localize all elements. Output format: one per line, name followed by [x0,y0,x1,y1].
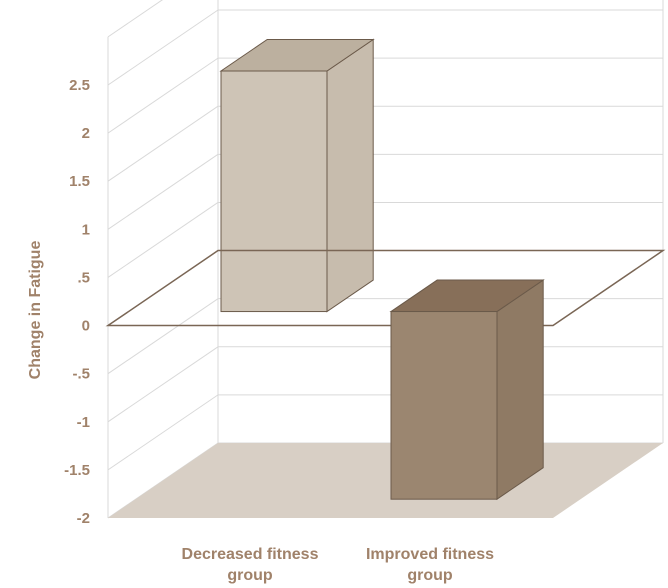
side-gridline [107,105,219,182]
category-label-line: group [407,567,453,584]
category-label-line: group [227,567,273,584]
y-tick-labels: 2.521.51.50-.5-1-1.5-2 [64,77,90,527]
bars-behind-plane [219,38,375,313]
y-tick-label: 2.5 [69,77,90,94]
zero-plane [105,249,666,327]
bar-front-face [220,70,328,313]
bar [219,38,375,313]
y-tick-label: -1 [77,414,90,431]
y-tick-label: 2 [82,125,90,142]
category-label-line: Improved fitness [366,546,494,563]
bar-side-face [496,279,544,501]
zero-plane-layer [105,249,666,327]
category-label: Improved fitness group [366,546,494,584]
side-gridline [107,202,219,278]
side-gridline [107,57,219,134]
y-tick-label: -2 [77,510,90,527]
side-gridline [107,394,219,471]
category-label: Decreased fitness group [182,546,319,584]
floor-layer [108,443,663,518]
side-gridline [107,153,219,230]
y-tick-label: 1 [82,221,90,238]
bars-in-front-of-plane [389,279,545,501]
y-axis-title: Change in Fatigue [27,241,44,380]
bar-side-face [326,38,374,313]
chart-floor [108,443,663,518]
y-tick-label: 0 [82,318,90,335]
y-tick-label: -1.5 [64,462,90,479]
side-gridline [107,298,219,375]
y-tick-label: -.5 [72,366,90,383]
y-tick-label: 1.5 [69,173,90,190]
side-gridline [107,9,219,86]
category-labels: Decreased fitness group Improved fitness gr… [182,546,495,584]
side-gridline [107,346,219,423]
category-label-line: Decreased fitness [182,546,319,563]
side-gridline [107,0,163,38]
bar [389,279,545,501]
grid-layer [107,0,664,519]
bar-front-face [390,311,498,500]
y-tick-label: .5 [77,269,90,286]
